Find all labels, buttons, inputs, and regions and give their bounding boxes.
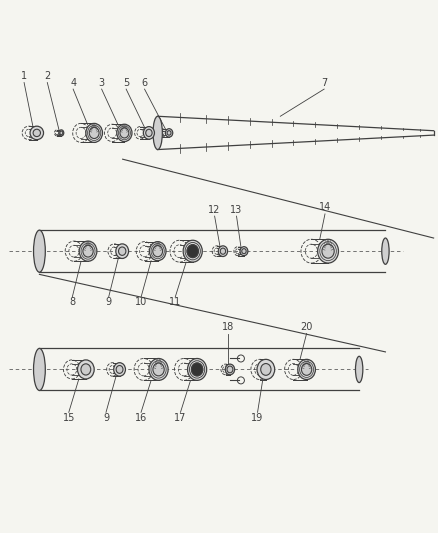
- Ellipse shape: [153, 246, 162, 257]
- Ellipse shape: [183, 240, 202, 262]
- Ellipse shape: [382, 238, 389, 264]
- Ellipse shape: [187, 359, 207, 381]
- Ellipse shape: [116, 244, 129, 259]
- Text: 9: 9: [106, 297, 112, 308]
- Text: 14: 14: [319, 203, 331, 212]
- Text: 17: 17: [174, 413, 187, 423]
- Ellipse shape: [34, 230, 45, 272]
- Ellipse shape: [149, 359, 168, 381]
- Ellipse shape: [191, 363, 203, 376]
- Ellipse shape: [114, 362, 125, 376]
- Text: 9: 9: [103, 413, 109, 423]
- Ellipse shape: [60, 131, 63, 135]
- Text: 2: 2: [44, 71, 50, 81]
- Ellipse shape: [59, 130, 64, 136]
- Ellipse shape: [89, 127, 99, 139]
- Ellipse shape: [33, 129, 40, 136]
- Text: 4: 4: [70, 77, 76, 87]
- Ellipse shape: [166, 128, 173, 137]
- Text: 18: 18: [222, 322, 234, 332]
- Ellipse shape: [322, 244, 334, 258]
- Ellipse shape: [119, 247, 126, 255]
- Ellipse shape: [79, 241, 97, 261]
- Text: 6: 6: [141, 77, 148, 87]
- Ellipse shape: [117, 124, 132, 142]
- Ellipse shape: [187, 245, 198, 257]
- Ellipse shape: [81, 364, 91, 375]
- Ellipse shape: [30, 126, 43, 140]
- Ellipse shape: [242, 249, 246, 254]
- Ellipse shape: [120, 128, 129, 138]
- Text: 7: 7: [321, 77, 327, 87]
- Ellipse shape: [298, 359, 315, 379]
- Text: 15: 15: [63, 413, 75, 423]
- Text: 10: 10: [135, 297, 147, 308]
- Ellipse shape: [83, 245, 93, 257]
- Ellipse shape: [301, 364, 312, 375]
- Ellipse shape: [146, 130, 152, 136]
- Ellipse shape: [34, 349, 45, 391]
- Ellipse shape: [227, 366, 233, 373]
- Text: 19: 19: [251, 413, 264, 423]
- Ellipse shape: [149, 241, 166, 261]
- Ellipse shape: [318, 239, 339, 263]
- Ellipse shape: [191, 363, 203, 376]
- Text: 1: 1: [21, 71, 27, 81]
- Ellipse shape: [218, 246, 228, 256]
- Text: 5: 5: [123, 77, 129, 87]
- Ellipse shape: [240, 247, 248, 256]
- Ellipse shape: [261, 364, 271, 375]
- Ellipse shape: [153, 116, 162, 150]
- Ellipse shape: [220, 248, 226, 254]
- Text: 16: 16: [135, 413, 147, 423]
- Text: 8: 8: [69, 297, 75, 308]
- Ellipse shape: [153, 363, 164, 376]
- Ellipse shape: [143, 127, 155, 139]
- Text: 3: 3: [99, 77, 105, 87]
- Ellipse shape: [257, 359, 275, 379]
- Text: 12: 12: [208, 205, 221, 215]
- Ellipse shape: [78, 360, 94, 379]
- Ellipse shape: [187, 245, 198, 257]
- Text: 20: 20: [300, 322, 313, 332]
- Ellipse shape: [86, 123, 102, 142]
- Ellipse shape: [356, 356, 363, 383]
- Ellipse shape: [225, 364, 235, 375]
- Text: 11: 11: [169, 297, 181, 308]
- Text: 13: 13: [230, 205, 243, 215]
- Ellipse shape: [167, 131, 171, 135]
- Ellipse shape: [116, 366, 123, 373]
